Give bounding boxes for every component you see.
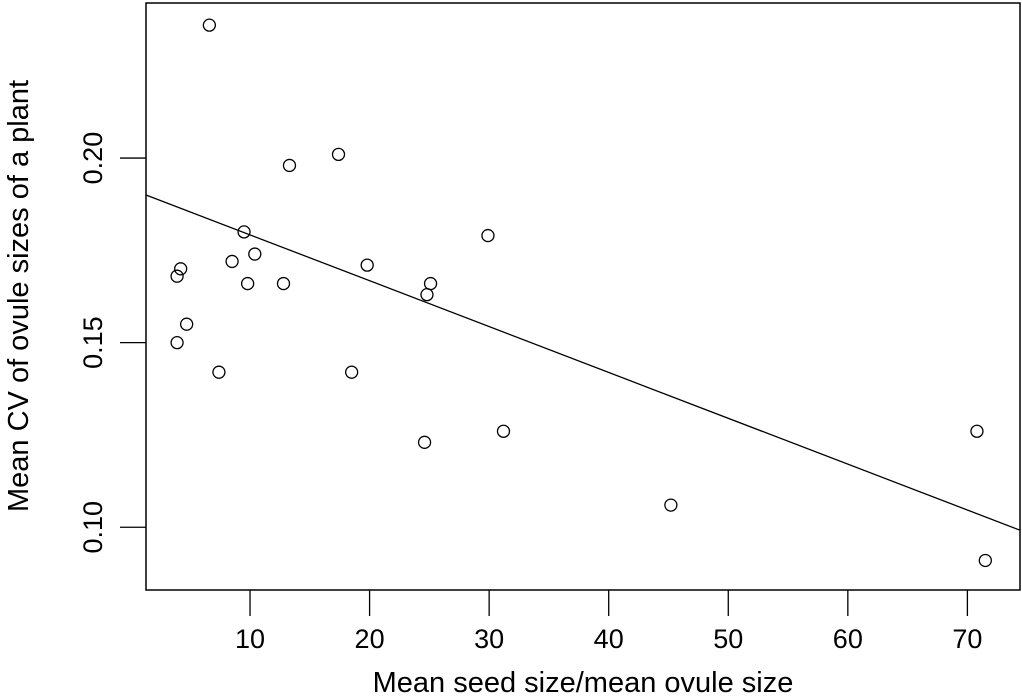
data-point [202, 18, 217, 32]
x-tick-label: 40 [594, 624, 624, 654]
data-point [978, 553, 992, 568]
data-point [344, 365, 359, 379]
data-point [225, 254, 239, 269]
data-point [496, 424, 511, 438]
data-point [170, 335, 184, 350]
x-axis-label: Mean seed size/mean ovule size [373, 667, 794, 699]
data-point [248, 247, 262, 261]
data-point [360, 258, 374, 272]
data-point [212, 365, 226, 379]
y-tick-label: 0.20 [78, 132, 108, 185]
data-point [664, 498, 678, 512]
data-point [282, 158, 297, 173]
plot-frame [145, 2, 1021, 591]
data-point [420, 288, 434, 302]
data-point [417, 435, 432, 449]
data-point [423, 276, 438, 291]
data-point [276, 276, 291, 291]
x-tick-label: 20 [355, 624, 385, 654]
data-point [970, 424, 984, 438]
data-point [170, 269, 184, 283]
data-point [180, 317, 194, 331]
y-tick-label: 0.10 [78, 501, 108, 554]
x-tick-label: 30 [474, 624, 504, 654]
y-tick-label: 0.15 [78, 316, 108, 369]
x-tick-label: 60 [833, 624, 863, 654]
y-axis-label: Mean CV of ovule sizes of a plant [3, 80, 35, 512]
data-point [240, 276, 255, 291]
x-tick-label: 50 [713, 624, 743, 654]
data-point [174, 262, 188, 276]
regression-line [145, 194, 1021, 531]
data-point [481, 228, 495, 243]
data-point [331, 147, 346, 162]
x-tick-label: 70 [952, 624, 982, 654]
data-point [237, 225, 251, 239]
x-tick-label: 10 [235, 624, 265, 654]
